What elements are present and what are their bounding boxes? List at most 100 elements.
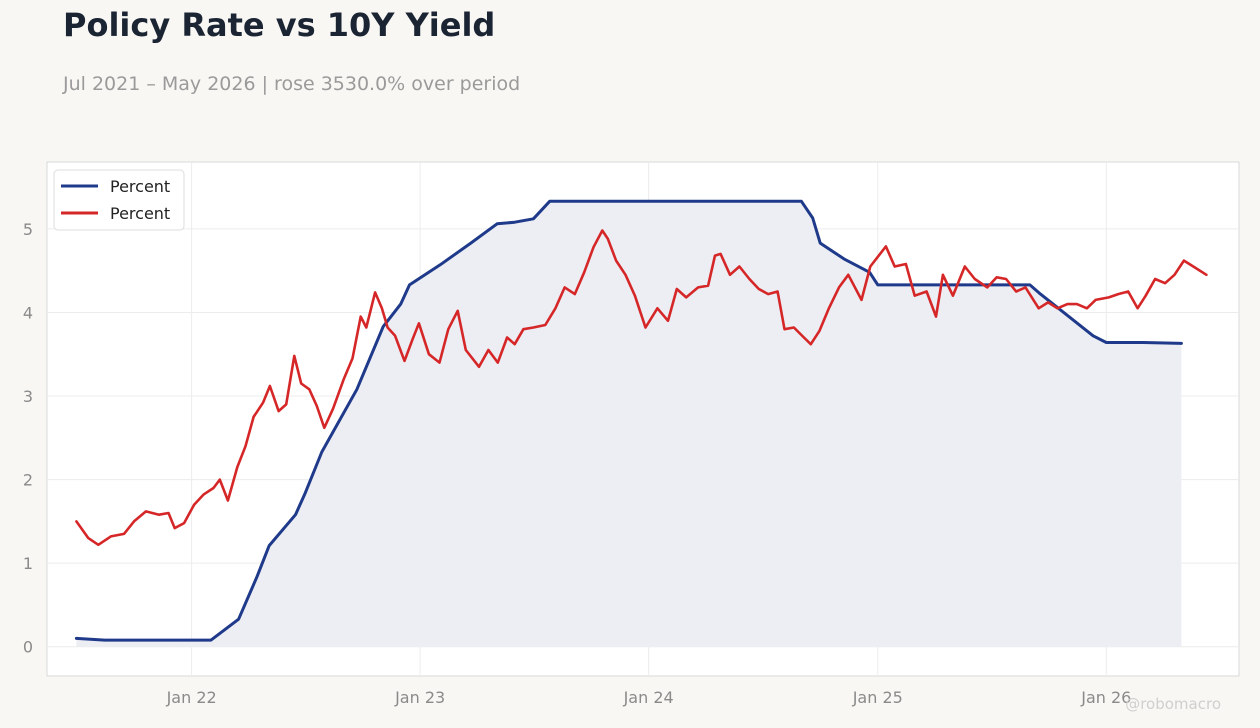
- yield-point: [1117, 293, 1119, 295]
- yield-point: [158, 514, 160, 516]
- yield-point: [784, 328, 786, 330]
- yield-point: [1174, 274, 1176, 276]
- policy-rate-point: [1092, 335, 1094, 337]
- legend-label-10y-yield: Percent: [110, 204, 170, 223]
- yield-point: [457, 310, 459, 312]
- x-tick-label: Jan 26: [1080, 688, 1131, 707]
- yield-point: [133, 520, 135, 522]
- policy-rate-point: [171, 639, 173, 641]
- yield-point: [738, 266, 740, 268]
- yield-point: [748, 278, 750, 280]
- yield-point: [387, 327, 389, 329]
- yield-point: [219, 479, 221, 481]
- yield-point: [1205, 274, 1207, 276]
- yield-point: [767, 293, 769, 295]
- yield-point: [986, 286, 988, 288]
- yield-point: [487, 349, 489, 351]
- yield-point: [1095, 299, 1097, 301]
- yield-point: [145, 510, 147, 512]
- legend: Percent Percent: [53, 169, 185, 231]
- yield-point: [720, 253, 722, 255]
- yield-point: [203, 494, 205, 496]
- yield-point: [87, 537, 89, 539]
- policy-rate-point: [549, 200, 551, 202]
- yield-point: [885, 245, 887, 247]
- policy-rate-point: [1142, 342, 1144, 344]
- yield-point: [253, 416, 255, 418]
- yield-point: [1164, 282, 1166, 284]
- policy-rate-point: [409, 284, 411, 286]
- series-layer: [74, 199, 1208, 642]
- yield-point: [1145, 295, 1147, 297]
- policy-rate-point: [843, 258, 845, 260]
- area-fill-layer: [76, 201, 1182, 647]
- yield-point: [360, 316, 362, 318]
- yield-point: [583, 271, 585, 273]
- policy-rate-line: [74, 199, 1183, 642]
- yield-point: [245, 445, 247, 447]
- yield-point: [97, 544, 99, 546]
- yield-point: [847, 274, 849, 276]
- yield-point: [838, 286, 840, 288]
- yield-point: [323, 427, 325, 429]
- policy-rate-point: [439, 264, 441, 266]
- yield-point: [174, 527, 176, 529]
- yield-point: [667, 320, 669, 322]
- yield-point: [1025, 286, 1027, 288]
- yield-point: [404, 360, 406, 362]
- yield-point: [75, 520, 77, 522]
- yield-point: [714, 255, 716, 257]
- yield-point: [819, 330, 821, 332]
- yield-point: [343, 378, 345, 380]
- yield-point: [1015, 291, 1017, 293]
- yield-point: [236, 466, 238, 468]
- y-tick-label: 3: [23, 387, 33, 406]
- chart-subtitle: Jul 2021 – May 2026 | rose 3530.0% over …: [63, 73, 521, 95]
- policy-rate-point: [321, 451, 323, 453]
- yield-point: [1067, 303, 1069, 305]
- yield-point: [793, 327, 795, 329]
- yield-point: [1137, 307, 1139, 309]
- yield-point: [447, 328, 449, 330]
- yield-point: [168, 512, 170, 514]
- policy-rate-point: [470, 242, 472, 244]
- yield-point: [213, 487, 215, 489]
- yield-point: [110, 535, 112, 537]
- yield-point: [1192, 266, 1194, 268]
- yield-point: [1127, 291, 1129, 293]
- yield-point: [935, 316, 937, 318]
- yield-point: [374, 291, 376, 293]
- yield-point: [278, 410, 280, 412]
- axes: 0 1 2 3 4 5 Jan 22 Jan 23 Jan 24 Jan 25 Jan 26: [23, 220, 1132, 707]
- policy-rate-point: [514, 221, 516, 223]
- policy-rate-point: [304, 493, 306, 495]
- yield-point: [645, 327, 647, 329]
- watermark: @robomacro: [1125, 695, 1221, 713]
- yield-point: [914, 295, 916, 297]
- yield-point: [300, 383, 302, 385]
- policy-rate-point: [295, 514, 297, 516]
- policy-rate-point: [812, 217, 814, 219]
- yield-point: [574, 293, 576, 295]
- yield-point: [544, 324, 546, 326]
- yield-point: [465, 349, 467, 351]
- yield-point: [1183, 260, 1185, 262]
- yield-point: [285, 403, 287, 405]
- yield-point: [394, 335, 396, 337]
- policy-rate-point: [268, 545, 270, 547]
- yield-point: [316, 405, 318, 407]
- policy-rate-point: [1105, 342, 1107, 344]
- policy-rate-point: [104, 639, 106, 641]
- yield-point: [332, 408, 334, 410]
- yield-point: [428, 353, 430, 355]
- chart-title: Policy Rate vs 10Y Yield: [63, 6, 496, 44]
- yield-point: [564, 286, 566, 288]
- yield-point: [269, 385, 271, 387]
- policy-rate-point: [382, 326, 384, 328]
- yield-point: [227, 500, 229, 502]
- yield-point: [365, 327, 367, 329]
- yield-point: [869, 266, 871, 268]
- x-tick-label: Jan 23: [394, 688, 445, 707]
- yield-point: [193, 504, 195, 506]
- yield-point: [593, 246, 595, 248]
